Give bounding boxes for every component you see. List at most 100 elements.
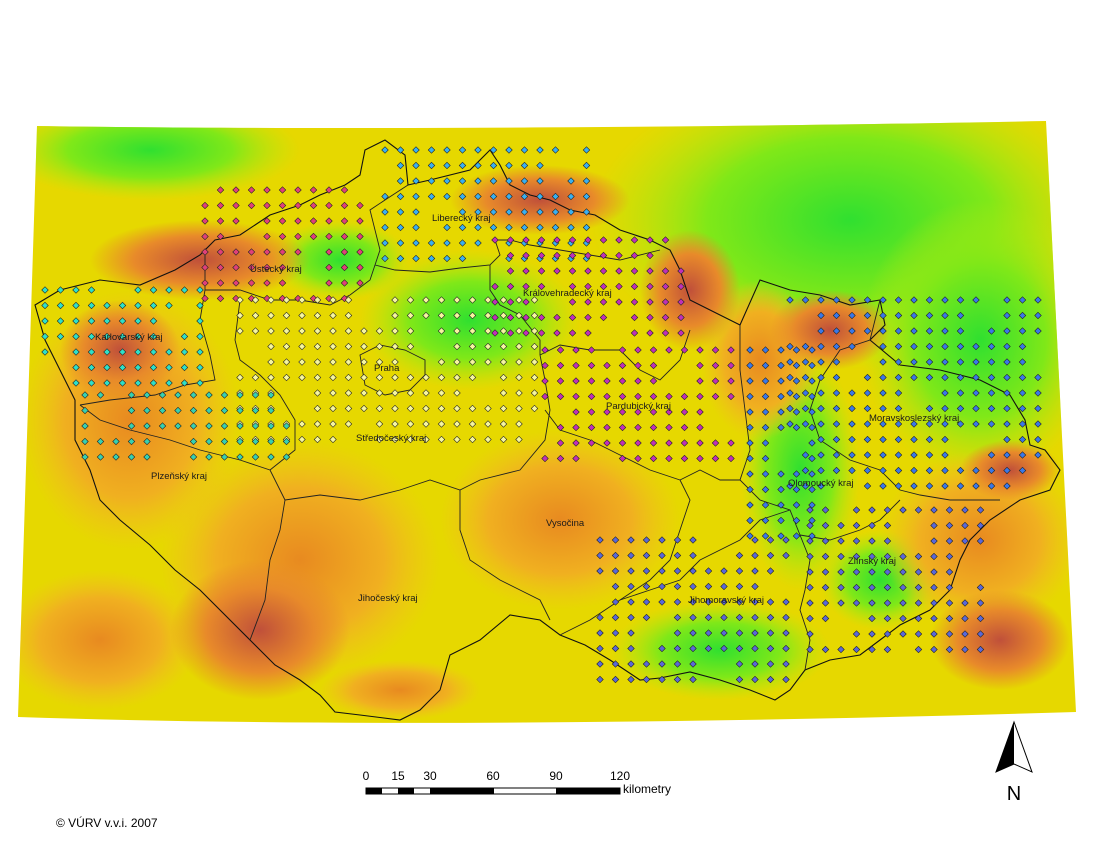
measurement-point bbox=[196, 286, 204, 294]
measurement-point bbox=[453, 342, 461, 351]
measurement-point bbox=[530, 358, 539, 366]
measurement-point bbox=[522, 298, 530, 306]
measurement-point bbox=[611, 675, 620, 684]
measurement-point bbox=[375, 389, 384, 397]
measurement-point bbox=[506, 298, 515, 306]
measurement-point bbox=[792, 485, 801, 494]
measurement-point bbox=[883, 645, 892, 654]
measurement-point bbox=[680, 392, 689, 401]
measurement-point bbox=[522, 251, 530, 260]
measurement-point bbox=[522, 236, 530, 244]
measurement-point bbox=[642, 582, 651, 591]
measurement-point bbox=[649, 346, 658, 354]
measurement-point bbox=[468, 296, 477, 304]
measurement-point bbox=[751, 644, 759, 653]
measurement-point bbox=[412, 177, 420, 185]
measurement-point bbox=[458, 239, 467, 247]
measurement-point bbox=[945, 583, 954, 592]
measurement-point bbox=[837, 537, 845, 545]
measurement-point bbox=[220, 453, 229, 461]
measurement-point bbox=[673, 551, 682, 560]
measurement-point bbox=[489, 192, 498, 201]
measurement-point bbox=[468, 327, 477, 335]
measurement-point bbox=[646, 251, 654, 260]
measurement-point bbox=[484, 342, 492, 351]
measurement-point bbox=[458, 146, 467, 154]
measurement-point bbox=[453, 311, 461, 320]
measurement-point bbox=[474, 239, 482, 247]
measurement-point bbox=[821, 599, 830, 607]
measurement-point bbox=[537, 313, 546, 322]
measurement-point bbox=[453, 358, 461, 366]
measurement-point bbox=[1003, 466, 1011, 475]
measurement-point bbox=[381, 239, 389, 247]
measurement-point bbox=[808, 423, 816, 432]
measurement-point bbox=[143, 391, 151, 399]
measurement-point bbox=[914, 630, 923, 638]
measurement-point bbox=[484, 358, 492, 366]
measurement-point bbox=[313, 420, 322, 428]
measurement-point bbox=[894, 342, 903, 351]
measurement-point bbox=[596, 536, 604, 544]
measurement-point bbox=[298, 420, 306, 428]
measurement-point bbox=[615, 251, 623, 260]
measurement-point bbox=[879, 373, 887, 382]
measurement-point bbox=[72, 301, 80, 310]
terrain-layer bbox=[18, 121, 1076, 723]
measurement-point bbox=[863, 466, 872, 475]
measurement-point bbox=[247, 248, 256, 256]
measurement-point bbox=[883, 568, 892, 576]
measurement-point bbox=[711, 346, 720, 354]
measurement-point bbox=[618, 346, 627, 354]
measurement-point bbox=[149, 363, 158, 372]
measurement-point bbox=[360, 358, 368, 366]
measurement-point bbox=[627, 598, 635, 606]
measurement-point bbox=[961, 521, 969, 530]
measurement-point bbox=[356, 232, 364, 241]
measurement-point bbox=[251, 422, 260, 430]
measurement-point bbox=[761, 346, 770, 354]
measurement-point bbox=[541, 346, 549, 354]
measurement-point bbox=[646, 267, 654, 275]
measurement-point bbox=[87, 301, 96, 310]
measurement-point bbox=[848, 389, 856, 397]
measurement-point bbox=[735, 660, 744, 668]
measurement-point bbox=[863, 311, 872, 320]
measurement-point bbox=[484, 420, 492, 428]
measurement-point bbox=[325, 217, 333, 225]
measurement-point bbox=[530, 389, 539, 397]
measurement-point bbox=[391, 296, 399, 304]
measurement-point bbox=[103, 363, 111, 372]
measurement-point bbox=[914, 568, 923, 576]
measurement-point bbox=[81, 453, 89, 461]
measurement-point bbox=[777, 361, 785, 370]
measurement-point bbox=[412, 192, 420, 201]
measurement-point bbox=[925, 358, 934, 366]
measurement-point bbox=[806, 537, 814, 545]
measurement-point bbox=[551, 192, 560, 201]
measurement-point bbox=[118, 348, 127, 356]
measurement-point bbox=[899, 583, 907, 592]
measurement-point bbox=[205, 391, 213, 399]
measurement-point bbox=[711, 392, 720, 401]
measurement-point bbox=[143, 422, 151, 430]
measurement-point bbox=[777, 346, 785, 354]
measurement-point bbox=[673, 675, 682, 684]
measurement-point bbox=[649, 408, 658, 416]
measurement-point bbox=[627, 644, 635, 653]
measurement-point bbox=[1034, 420, 1042, 428]
measurement-point bbox=[661, 298, 670, 306]
measurement-point bbox=[251, 373, 260, 382]
measurement-point bbox=[458, 208, 467, 216]
measurement-point bbox=[808, 361, 816, 370]
scale-tick-0: 0 bbox=[363, 769, 370, 783]
measurement-point bbox=[925, 296, 934, 304]
measurement-point bbox=[189, 437, 198, 446]
measurement-point bbox=[766, 598, 775, 606]
measurement-point bbox=[863, 389, 872, 397]
measurement-point bbox=[232, 279, 240, 287]
measurement-point bbox=[412, 146, 420, 154]
measurement-point bbox=[658, 551, 666, 560]
measurement-point bbox=[1034, 389, 1042, 397]
measurement-point bbox=[817, 373, 825, 382]
